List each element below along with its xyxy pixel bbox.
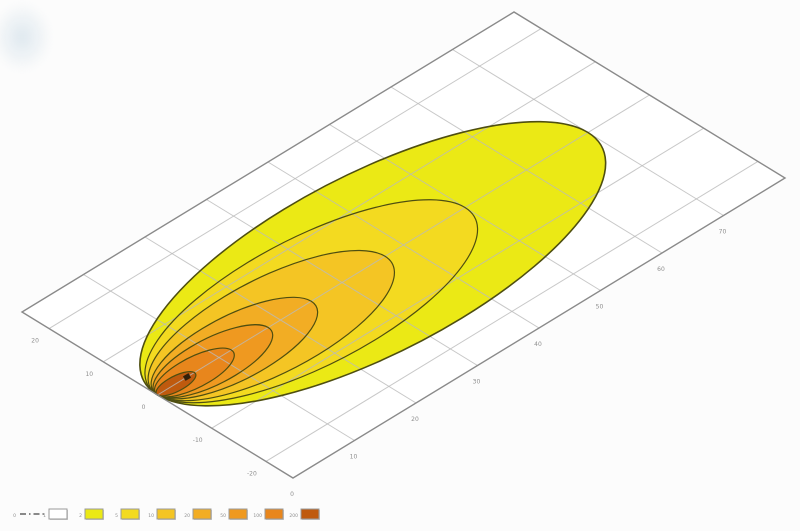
- legend-swatch: [48, 508, 68, 520]
- legend-label: 20: [184, 513, 190, 519]
- ground-plane-group: [22, 12, 785, 478]
- legend-swatch: [300, 508, 320, 520]
- x-axis-tick-label: 50: [596, 304, 604, 311]
- plot-border: [22, 12, 785, 478]
- x-axis-tick-label: 0: [290, 491, 294, 498]
- x-axis-tick-label: 20: [411, 416, 419, 423]
- y-axis-tick-label: 20: [31, 338, 39, 345]
- hotspot-marker: [182, 373, 192, 381]
- legend-label: 0: [13, 513, 16, 519]
- legend-label: 2: [79, 513, 82, 519]
- grid-line-y: [158, 95, 650, 395]
- legend-label: 1: [43, 513, 46, 519]
- legend-swatch: [228, 508, 248, 520]
- legend: 0 1 2 5 10 20 50 100 200: [13, 508, 320, 520]
- x-axis-tick-label: 40: [534, 341, 542, 348]
- x-axis-tick-label: 70: [719, 229, 727, 236]
- legend-swatch: [264, 508, 284, 520]
- legend-swatch: [120, 508, 140, 520]
- legend-swatch: [192, 508, 212, 520]
- x-axis-tick-label: 10: [350, 454, 358, 461]
- legend-label: 200: [289, 513, 298, 519]
- grid-line-y: [266, 161, 758, 461]
- legend-label: 5: [115, 513, 118, 519]
- legend-label: 100: [253, 513, 262, 519]
- x-axis-tick-label: 60: [657, 266, 665, 273]
- y-axis-tick-label: -10: [193, 437, 203, 444]
- grid-line-y: [49, 29, 541, 329]
- legend-swatch: [156, 508, 176, 520]
- y-axis-tick-label: 0: [142, 404, 146, 411]
- x-axis-tick-label: 30: [473, 379, 481, 386]
- y-axis-tick-label: 10: [85, 371, 93, 378]
- y-axis-tick-label: -20: [247, 470, 257, 477]
- grid-line-y: [103, 62, 595, 362]
- legend-label: 10: [148, 513, 154, 519]
- legend-swatch: [84, 508, 104, 520]
- grid-line-y: [212, 128, 704, 428]
- legend-label: 50: [220, 513, 226, 519]
